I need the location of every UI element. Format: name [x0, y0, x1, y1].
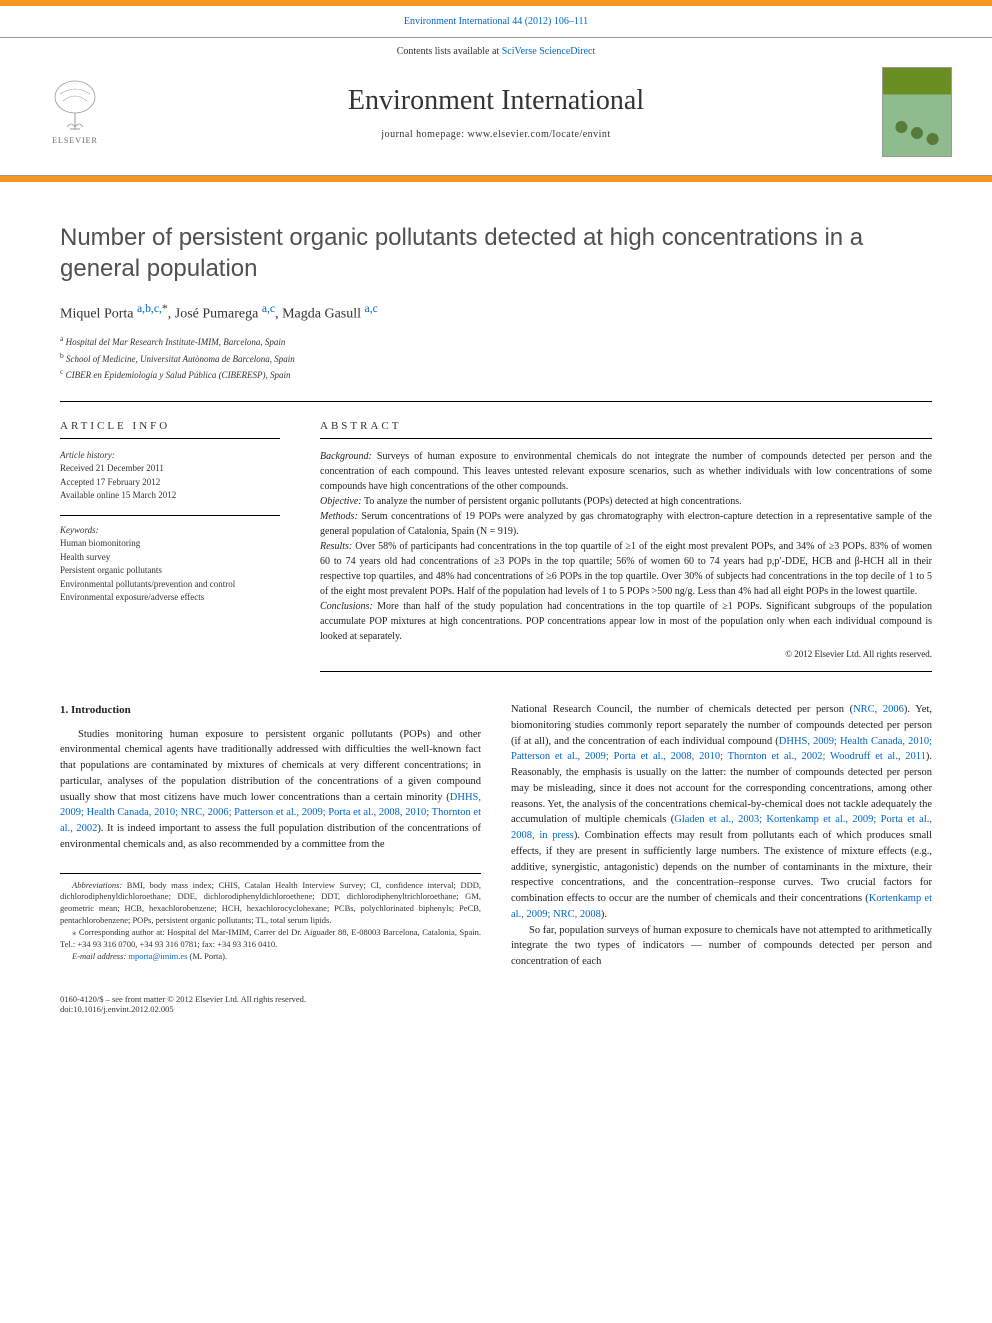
abstract-section-label: Objective: [320, 496, 362, 507]
journal-title: Environment International [110, 85, 882, 117]
keyword: Health survey [60, 551, 280, 565]
author-affil-link[interactable]: a,c [262, 302, 275, 315]
article-title: Number of persistent organic pollutants … [60, 222, 932, 284]
keywords-label: Keywords: [60, 524, 280, 538]
history-online: Available online 15 March 2012 [60, 489, 280, 503]
corresponding-footnote: ⁎ Corresponding author at: Hospital del … [60, 927, 481, 951]
author-affil-link[interactable]: a,c [365, 302, 378, 315]
elsevier-logo: ELSEVIER [40, 72, 110, 152]
history-received: Received 21 December 2011 [60, 462, 280, 476]
header-band: Contents lists available at SciVerse Sci… [0, 37, 992, 176]
body-column-left: 1. Introduction Studies monitoring human… [60, 702, 481, 970]
journal-homepage: journal homepage: www.elsevier.com/locat… [110, 129, 882, 140]
email-footnote: E-mail address: mporta@imim.es (M. Porta… [60, 951, 481, 963]
abstract-body: Background: Surveys of human exposure to… [320, 449, 932, 673]
contents-prefix: Contents lists available at [397, 46, 502, 57]
email-link[interactable]: mporta@imim.es [128, 951, 187, 961]
article-info-header: ARTICLE INFO [60, 420, 280, 439]
front-matter-line: 0160-4120/$ – see front matter © 2012 El… [60, 994, 932, 1004]
article-info-block: ARTICLE INFO Article history: Received 2… [60, 420, 280, 673]
author-affil-link[interactable]: a,b,c, [137, 302, 162, 315]
contents-list-line: Contents lists available at SciVerse Sci… [0, 46, 992, 57]
body-paragraph: Studies monitoring human exposure to per… [60, 727, 481, 853]
bottom-accent-bar [0, 176, 992, 182]
elsevier-tree-icon [45, 79, 105, 134]
abstract-section-text: Surveys of human exposure to environment… [320, 451, 932, 492]
abstract-section-label: Methods: [320, 511, 358, 522]
section-heading: 1. Introduction [60, 702, 481, 719]
footer-meta: 0160-4120/$ – see front matter © 2012 El… [0, 994, 992, 1044]
keyword: Human biomonitoring [60, 537, 280, 551]
abstract-section-text: Over 58% of participants had concentrati… [320, 541, 932, 597]
keyword: Environmental pollutants/prevention and … [60, 578, 280, 592]
doi-line: doi:10.1016/j.envint.2012.02.005 [60, 1004, 932, 1014]
author-name: , José Pumarega [168, 307, 262, 322]
abstract-block: ABSTRACT Background: Surveys of human ex… [320, 420, 932, 673]
affiliation-line: c CIBER en Epidemiología y Salud Pública… [60, 366, 932, 383]
body-paragraph: National Research Council, the number of… [511, 702, 932, 923]
keyword: Persistent organic pollutants [60, 564, 280, 578]
authors-line: Miquel Porta a,b,c,*, José Pumarega a,c,… [60, 302, 932, 323]
affiliation-line: a Hospital del Mar Research Institute-IM… [60, 333, 932, 350]
history-accepted: Accepted 17 February 2012 [60, 476, 280, 490]
reference-link[interactable]: NRC, 2006 [853, 704, 904, 715]
sciencedirect-link[interactable]: SciVerse ScienceDirect [502, 46, 596, 57]
abstract-copyright: © 2012 Elsevier Ltd. All rights reserved… [320, 648, 932, 662]
abstract-section-label: Background: [320, 451, 372, 462]
journal-ref-link[interactable]: Environment International 44 (2012) 106–… [0, 6, 992, 37]
keyword: Environmental exposure/adverse effects [60, 591, 280, 605]
abstract-section-label: Conclusions: [320, 601, 373, 612]
body-column-right: National Research Council, the number of… [511, 702, 932, 970]
footnotes: Abbreviations: BMI, body mass index; CHI… [60, 873, 481, 963]
abstract-section-text: More than half of the study population h… [320, 601, 932, 642]
article-history-label: Article history: [60, 449, 280, 463]
author-name: Miquel Porta [60, 307, 137, 322]
author-name: , Magda Gasull [275, 307, 364, 322]
abbreviations-footnote: Abbreviations: BMI, body mass index; CHI… [60, 880, 481, 928]
body-paragraph: So far, population surveys of human expo… [511, 923, 932, 970]
abstract-section-label: Results: [320, 541, 352, 552]
affiliation-line: b School of Medicine, Universitat Autòno… [60, 350, 932, 367]
affiliations: a Hospital del Mar Research Institute-IM… [60, 333, 932, 383]
abstract-section-text: Serum concentrations of 19 POPs were ana… [320, 511, 932, 537]
body-columns: 1. Introduction Studies monitoring human… [60, 702, 932, 970]
abstract-header: ABSTRACT [320, 420, 932, 439]
abstract-section-text: To analyze the number of persistent orga… [362, 496, 742, 507]
journal-cover-thumbnail [882, 67, 952, 157]
elsevier-label: ELSEVIER [52, 136, 98, 145]
